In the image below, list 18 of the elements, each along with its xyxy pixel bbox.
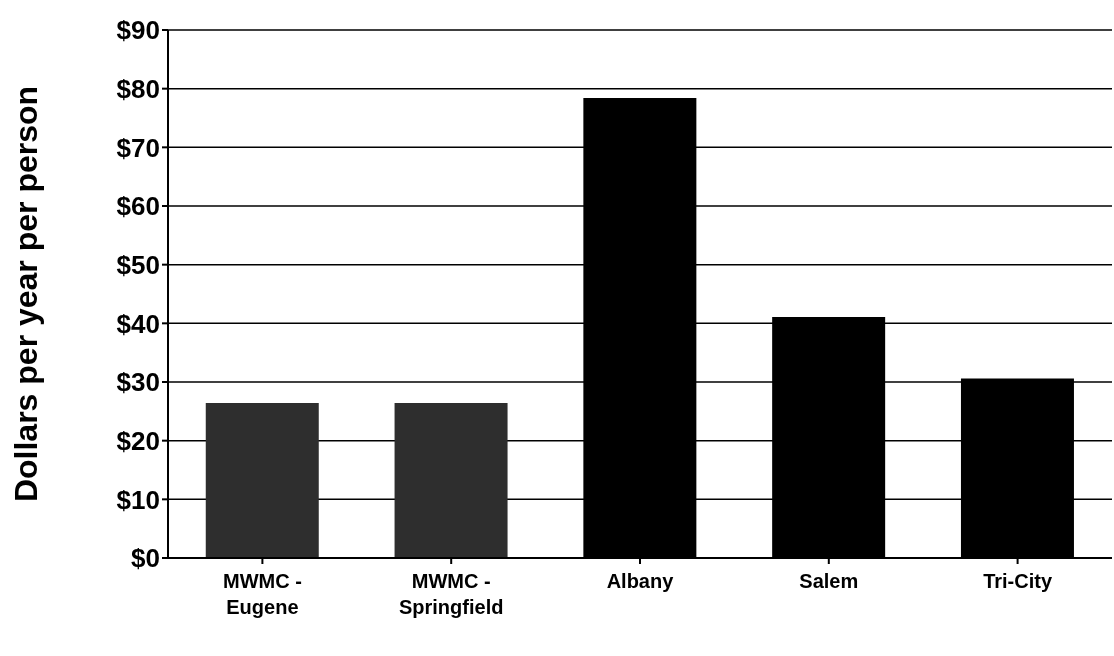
y-tick-label: $30 [116,367,160,398]
y-tick-label: $60 [116,191,160,222]
y-tick-label: $90 [116,15,160,46]
y-tick-label: $70 [116,132,160,163]
y-axis-title: Dollars per year per person [8,85,45,503]
x-tick-label: Salem [799,570,859,592]
y-tick-label: $0 [131,543,160,574]
bar [394,403,508,558]
x-tick-label: MWMC - Springfield [398,570,504,618]
x-tick-label: Albany [606,570,675,592]
y-tick-label: $50 [116,249,160,280]
y-tick-label: $80 [116,73,160,104]
y-tick-label: $20 [116,425,160,456]
bar [205,403,319,558]
x-tick-label: MWMC - Eugene [222,570,302,618]
x-tick-label: Tri-City [983,570,1053,592]
y-tick-label: $40 [116,308,160,339]
y-tick-label: $10 [116,484,160,515]
